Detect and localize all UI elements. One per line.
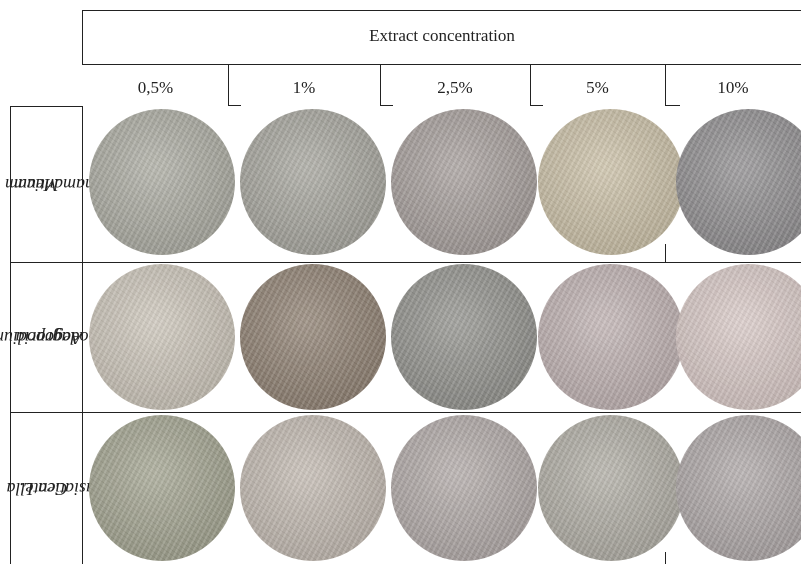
well-centella-1pct: [240, 415, 386, 561]
tick-h-2: [381, 105, 393, 106]
well-meum-1pct: [240, 109, 386, 255]
well-aegopodium-1pct: [240, 264, 386, 410]
well-aegopodium-0-5pct: [89, 264, 235, 410]
tick-v-bottom: [665, 552, 666, 564]
well-meum-5pct: [538, 109, 684, 255]
header-top-border: [82, 10, 801, 11]
col-sep-3: [530, 64, 531, 106]
tick-h-4: [666, 105, 680, 106]
header-left-border: [82, 10, 83, 64]
extract-concentration-title: Extract concentration: [369, 26, 515, 45]
row-label-meum: Meum athamanticum: [5, 107, 108, 262]
col-sep-2: [380, 64, 381, 106]
well-aegopodium-5pct: [538, 264, 684, 410]
row-label-centella: Centella asiatica L.: [6, 413, 95, 564]
well-centella-5pct: [538, 415, 684, 561]
label-col-left-border: [10, 106, 11, 564]
col-header-5: 5%: [586, 78, 609, 97]
row-sep-1: [10, 262, 801, 263]
well-centella-0-5pct: [89, 415, 235, 561]
col-sep-1: [228, 64, 229, 106]
label-col-top-border: [10, 106, 82, 107]
row-sep-2: [10, 412, 801, 413]
well-centella-2-5pct: [391, 415, 537, 561]
well-centella-10pct: [676, 415, 801, 561]
well-aegopodium-10pct: [676, 264, 801, 410]
tick-h-1: [229, 105, 241, 106]
header-divider: [82, 64, 801, 65]
col-sep-4: [665, 64, 666, 106]
col-header-10: 10%: [717, 78, 749, 97]
col-header-0-5: 0,5%: [137, 78, 174, 97]
label-col-right-border: [82, 106, 83, 564]
well-meum-0-5pct: [89, 109, 235, 255]
well-meum-10pct: [676, 109, 801, 255]
tick-h-3: [531, 105, 543, 106]
tick-v-5pct: [665, 244, 666, 262]
row-label-centella-line2: asiatica L.: [18, 478, 95, 499]
col-header-2-5: 2,5%: [437, 78, 473, 97]
row-label-aegopodium: Aegopodium podagraria: [0, 263, 98, 412]
well-aegopodium-2-5pct: [391, 264, 537, 410]
col-header-1: 1%: [292, 78, 316, 97]
tick-h-5pct: [665, 262, 679, 263]
well-meum-2-5pct: [391, 109, 537, 255]
